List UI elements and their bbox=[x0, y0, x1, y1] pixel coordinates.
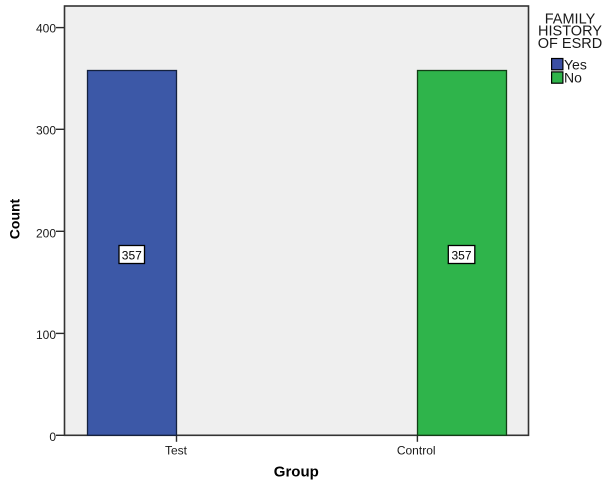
svg-text:400: 400 bbox=[36, 21, 56, 35]
svg-text:300: 300 bbox=[36, 124, 56, 138]
svg-text:Group: Group bbox=[274, 464, 319, 481]
svg-text:Count: Count bbox=[7, 198, 23, 239]
svg-text:Test: Test bbox=[165, 443, 188, 457]
svg-text:357: 357 bbox=[451, 248, 471, 262]
svg-text:No: No bbox=[564, 70, 582, 86]
svg-text:Yes: Yes bbox=[564, 56, 587, 72]
svg-text:200: 200 bbox=[36, 227, 56, 241]
svg-text:357: 357 bbox=[122, 248, 142, 262]
svg-text:HISTORY: HISTORY bbox=[538, 24, 602, 40]
svg-text:Control: Control bbox=[397, 443, 436, 457]
svg-text:OF ESRD: OF ESRD bbox=[538, 36, 602, 52]
svg-text:0: 0 bbox=[49, 430, 56, 444]
svg-text:100: 100 bbox=[36, 328, 56, 342]
svg-text:FAMILY: FAMILY bbox=[545, 11, 596, 27]
